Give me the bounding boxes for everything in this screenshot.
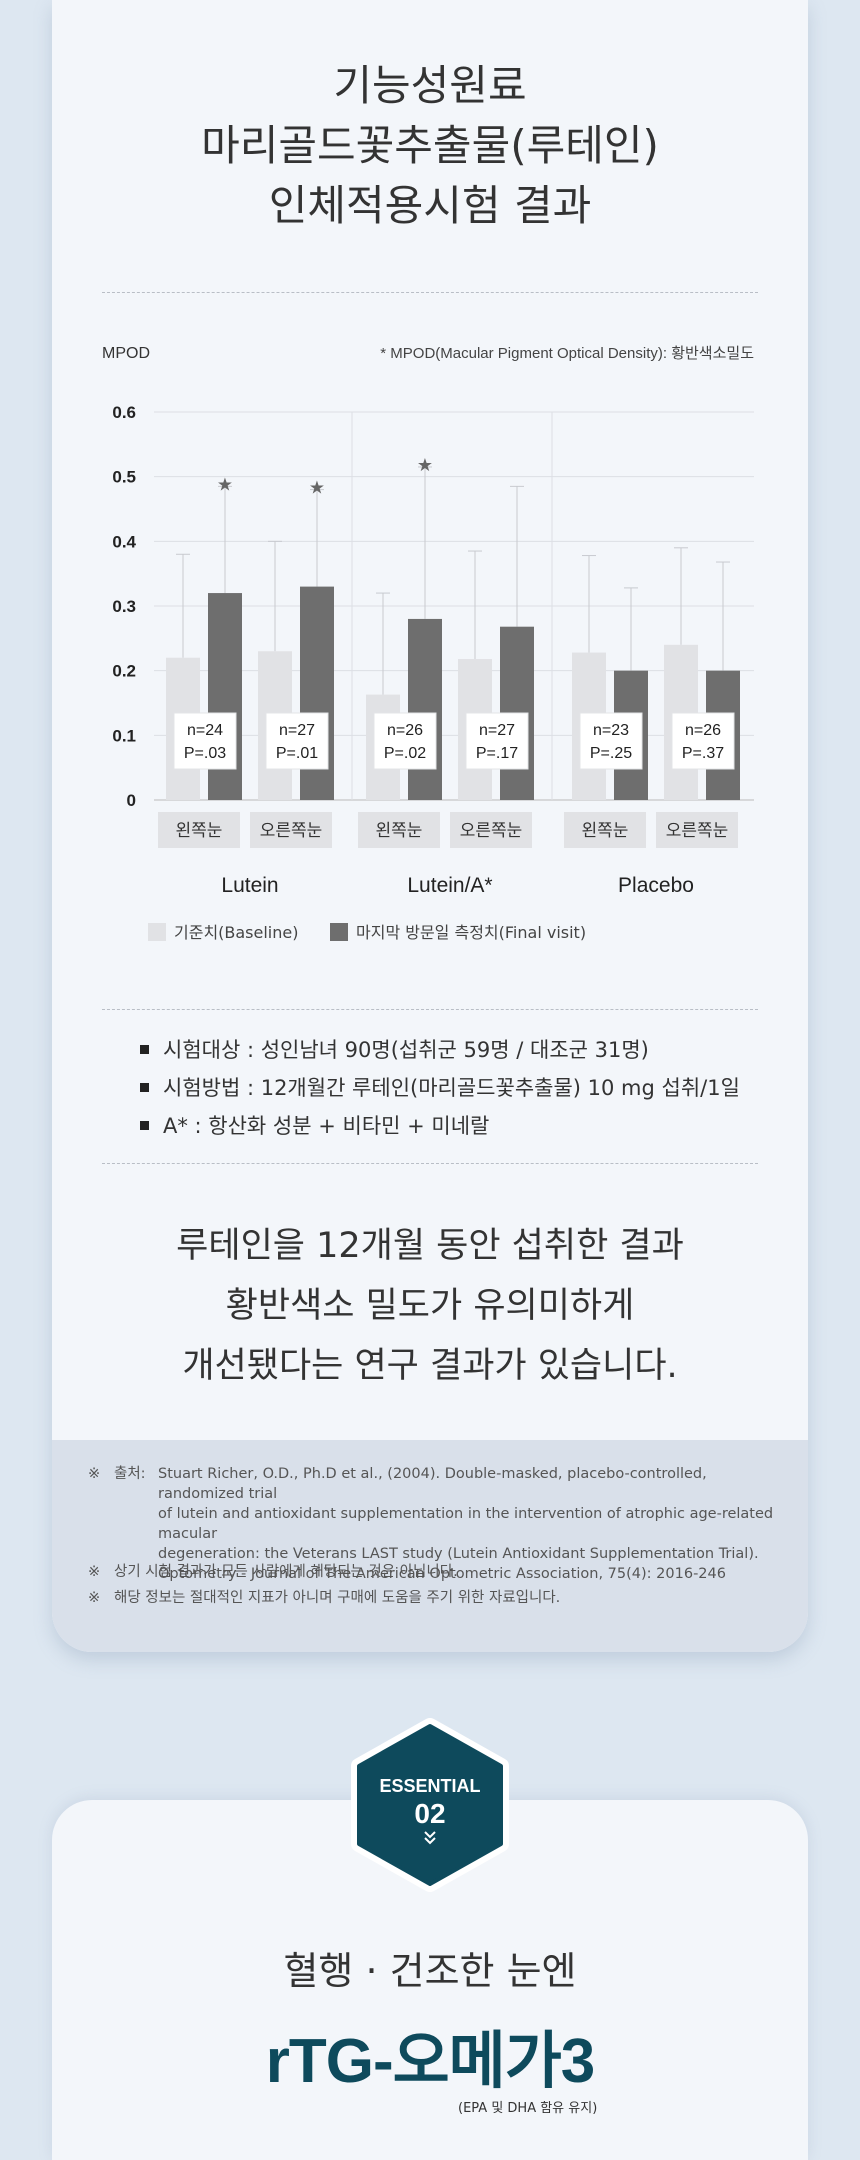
legend-swatch-baseline (148, 923, 166, 941)
lutein-result-card: 기능성원료 마리골드꽃추출물(루테인) 인체적용시험 결과 MPOD * MPOD… (52, 0, 808, 1652)
stat-label-box (373, 712, 437, 770)
category-tab (656, 812, 738, 848)
legend-label-baseline: 기준치(Baseline) (174, 923, 298, 942)
source-citation: Stuart Richer, O.D., Ph.D et al., (2004)… (158, 1464, 778, 1584)
y-tick-label: 0 (127, 791, 136, 810)
legend-swatch-final (330, 923, 348, 941)
category-label: 왼쪽눈 (176, 821, 223, 841)
stat-label-box (579, 712, 643, 770)
y-tick-label: 0.1 (112, 726, 136, 745)
source-reference: ※ 출처: Stuart Richer, O.D., Ph.D et al., (… (88, 1464, 773, 1582)
p-value-label: P=.02 (384, 745, 426, 762)
summary-line: 황반색소 밀도가 유의미하게 (225, 1286, 635, 1326)
note-text: 상기 시험 결과가 모든 사람에게 해당되는 것은 아닙니다. (114, 1564, 458, 1580)
category-label: 오른쪽눈 (260, 821, 323, 841)
section2-note: (EPA 및 DHA 함유 유지) (458, 2101, 598, 2116)
essential-badge: ESSENTIAL 02 (343, 1718, 517, 1892)
significance-star-icon: ★ (417, 455, 433, 476)
group-label: Placebo (618, 874, 694, 897)
n-value-label: n=27 (479, 722, 515, 739)
stat-label-box (465, 712, 529, 770)
result-summary: 루테인을 12개월 동안 섭취한 결과 황반색소 밀도가 유의미하게 개선됐다는… (52, 1216, 808, 1396)
badge-number: 02 (414, 1798, 446, 1829)
note-text: 해당 정보는 절대적인 지표가 아니며 구매에 도움을 주기 위한 자료입니다. (114, 1590, 561, 1606)
category-tab (158, 812, 240, 848)
bullet-item: A* : 항산화 성분 + 비타민 + 미네랄 (140, 1110, 489, 1140)
category-label: 오른쪽눈 (460, 821, 523, 841)
badge-label: ESSENTIAL (379, 1776, 481, 1796)
category-label: 왼쪽눈 (582, 821, 629, 841)
n-value-label: n=26 (685, 722, 721, 739)
y-tick-label: 0.6 (112, 403, 136, 422)
p-value-label: P=.01 (276, 745, 318, 762)
category-tab (564, 812, 646, 848)
hexagon-badge-shape (351, 1718, 509, 1892)
chart-footnote: * MPOD(Macular Pigment Optical Density):… (380, 345, 754, 362)
n-value-label: n=26 (387, 722, 423, 739)
significance-star-icon: ★ (309, 478, 325, 499)
note-mark: ※ (88, 1466, 101, 1482)
stat-label-box (173, 712, 237, 770)
y-tick-label: 0.5 (112, 468, 136, 487)
page-title: 기능성원료 마리골드꽃추출물(루테인) 인체적용시험 결과 (52, 56, 808, 236)
bullet-square (140, 1121, 149, 1130)
stat-label-box (671, 712, 735, 770)
category-label: 오른쪽눈 (666, 821, 729, 841)
title-line: 마리골드꽃추출물(루테인) (201, 121, 659, 170)
group-label: Lutein/A* (407, 874, 492, 897)
note-mark: ※ (88, 1564, 101, 1580)
citation-line: degeneration: the Veterans LAST study (L… (158, 1546, 759, 1562)
bullet-text: 시험대상 : 성인남녀 90명(섭취군 59명 / 대조군 31명) (163, 1038, 649, 1062)
note-mark: ※ (88, 1590, 101, 1606)
category-label: 왼쪽눈 (376, 821, 423, 841)
source-label: 출처: (114, 1466, 146, 1482)
citation-line: Optometry - Journal of The American Opto… (158, 1566, 726, 1582)
final-visit-bar (408, 618, 442, 800)
summary-line: 개선됐다는 연구 결과가 있습니다. (182, 1346, 678, 1386)
source-box: ※ 출처: Stuart Richer, O.D., Ph.D et al., (… (52, 1440, 808, 1652)
n-value-label: n=23 (593, 722, 629, 739)
disclaimer-note: ※ 해당 정보는 절대적인 지표가 아니며 구매에 도움을 주기 위한 자료입니다… (88, 1588, 560, 1608)
p-value-label: P=.17 (476, 745, 518, 762)
citation-line: of lutein and antioxidant supplementatio… (158, 1506, 774, 1542)
category-tab (450, 812, 532, 848)
category-tab (358, 812, 440, 848)
p-value-label: P=.03 (184, 745, 226, 762)
mpod-bar-chart: MPOD * MPOD(Macular Pigment Optical Densi… (102, 345, 754, 942)
p-value-label: P=.25 (590, 745, 632, 762)
group-label: Lutein (221, 874, 278, 897)
bullet-text: 시험방법 : 12개월간 루테인(마리골드꽃추출물) 10 mg 섭취/1일 (163, 1076, 740, 1100)
stat-label-box (265, 712, 329, 770)
p-value-label: P=.37 (682, 745, 724, 762)
y-axis-label: MPOD (102, 345, 150, 362)
bullet-item: 시험방법 : 12개월간 루테인(마리골드꽃추출물) 10 mg 섭취/1일 (140, 1072, 740, 1102)
category-tab (250, 812, 332, 848)
n-value-label: n=24 (187, 722, 223, 739)
bullet-square (140, 1045, 149, 1054)
title-line: 인체적용시험 결과 (268, 181, 592, 230)
y-tick-label: 0.2 (112, 662, 136, 681)
legend-label-final: 마지막 방문일 측정치(Final visit) (356, 923, 586, 942)
n-value-label: n=27 (279, 722, 315, 739)
divider (102, 292, 758, 293)
summary-line: 루테인을 12개월 동안 섭취한 결과 (176, 1226, 684, 1266)
bullet-text: A* : 항산화 성분 + 비타민 + 미네랄 (163, 1114, 490, 1138)
bullet-item: 시험대상 : 성인남녀 90명(섭취군 59명 / 대조군 31명) (140, 1034, 649, 1064)
y-tick-label: 0.4 (112, 532, 136, 551)
citation-line: Stuart Richer, O.D., Ph.D et al., (2004)… (158, 1466, 707, 1502)
divider (102, 1163, 758, 1164)
section2-subtitle: 혈행 · 건조한 눈엔 (283, 1949, 577, 1993)
bullet-square (140, 1083, 149, 1092)
disclaimer-note: ※ 상기 시험 결과가 모든 사람에게 해당되는 것은 아닙니다. (88, 1562, 458, 1582)
divider (102, 1009, 758, 1010)
double-chevron-down-icon (343, 1830, 517, 1851)
title-line: 기능성원료 (333, 61, 527, 110)
section2-title: rTG-오메가3 (265, 2027, 595, 2096)
y-tick-label: 0.3 (112, 597, 136, 616)
significance-star-icon: ★ (217, 474, 233, 495)
